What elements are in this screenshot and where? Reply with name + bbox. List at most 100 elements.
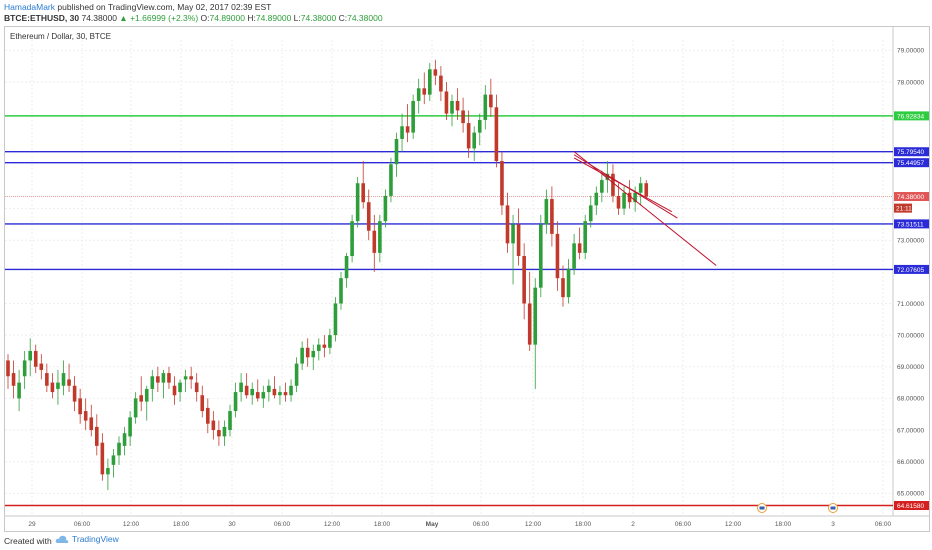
candle-body: [583, 221, 587, 253]
x-tick-label: 29: [28, 521, 36, 528]
candle-body: [139, 395, 143, 402]
candle-body: [600, 180, 604, 193]
candle-body: [389, 164, 393, 196]
candle-body: [311, 350, 316, 358]
candle-body: [117, 442, 121, 456]
publish-info: HamadaMark published on TradingView.com,…: [4, 2, 271, 12]
x-tick-label: 12:00: [123, 521, 140, 528]
candle-body: [328, 335, 332, 348]
y-tick-label: 73.00000: [897, 237, 924, 244]
x-tick-label: May: [426, 521, 439, 528]
tradingview-brand[interactable]: TradingView: [55, 534, 119, 544]
candle-body: [322, 344, 327, 348]
event-flag-icon: [830, 506, 836, 510]
y-tick-label: 66.00000: [897, 459, 924, 466]
candle-body: [22, 360, 27, 377]
candle-body: [267, 385, 271, 393]
candle-body: [200, 395, 205, 412]
low-label: L:: [293, 13, 301, 23]
candle-body: [433, 69, 438, 76]
candle-body: [300, 347, 304, 364]
candle-body: [78, 398, 82, 415]
candle-body: [477, 119, 482, 133]
bar-timer-tag: [894, 203, 912, 213]
open-value: 74.89000: [209, 13, 245, 23]
footer: Created with TradingView: [0, 532, 932, 550]
x-tick-label: 06:00: [274, 521, 291, 528]
low-value: 74.38000: [300, 13, 337, 23]
candle-body: [555, 233, 560, 279]
candle-body: [100, 442, 105, 475]
candle-body: [244, 385, 249, 396]
candle-body: [544, 199, 549, 225]
candle-body: [45, 373, 49, 386]
level-price-tag: [894, 147, 929, 157]
candle-body: [572, 243, 576, 269]
candle-body: [72, 385, 77, 402]
candle-body: [217, 430, 221, 437]
x-tick-label: 18:00: [173, 521, 190, 528]
candle-body: [400, 126, 404, 139]
x-tick-label: 12:00: [525, 521, 542, 528]
candle-body: [17, 382, 21, 399]
candle-body: [250, 388, 254, 396]
level-price-label: 64.61580: [897, 503, 924, 510]
up-arrow-icon: ▲: [119, 13, 128, 23]
author-link[interactable]: HamadaMark: [4, 2, 56, 12]
y-tick-label: 69.00000: [897, 364, 924, 371]
trend-line[interactable]: [573, 157, 673, 213]
x-tick-label: 2: [631, 521, 635, 528]
high-value: 74.89000: [255, 13, 292, 23]
candle-body: [516, 224, 521, 257]
candle-body: [561, 278, 565, 298]
candle-body: [339, 278, 343, 304]
x-tick-label: 18:00: [775, 521, 792, 528]
candle-body: [333, 303, 338, 336]
candle-body: [95, 426, 99, 446]
candle-body: [261, 392, 266, 399]
candle-body: [428, 69, 432, 95]
symbol-info: BTCE:ETHUSD, 30 74.38000 ▲ +1.66999 (+2.…: [4, 13, 383, 23]
candle-body: [539, 224, 543, 288]
candle-body: [550, 199, 554, 234]
candle-body: [527, 303, 532, 345]
close-label: C:: [338, 13, 348, 23]
candle-body: [211, 420, 216, 431]
candle-body: [83, 411, 88, 421]
candle-body: [178, 382, 182, 393]
chart-frame[interactable]: [4, 26, 930, 532]
candle-body: [228, 411, 232, 431]
level-price-label: 75.79540: [897, 149, 924, 156]
y-tick-label: 65.00000: [897, 491, 924, 498]
candle-body: [89, 417, 94, 431]
candle-body: [11, 373, 16, 386]
level-price-label: 76.92834: [897, 113, 924, 120]
candlestick-chart[interactable]: 79.00000 78.00000 76.92834 75.79540 75.44957…: [0, 0, 932, 532]
candle-body: [33, 350, 38, 367]
candle-body: [6, 360, 10, 377]
x-tick-label: 12:00: [324, 521, 341, 528]
x-tick-label: 30: [228, 521, 236, 528]
x-tick-label: 12:00: [725, 521, 742, 528]
candle-body: [411, 100, 415, 133]
candle-body: [56, 382, 60, 389]
candle-body: [605, 173, 610, 181]
x-tick-label: 06:00: [875, 521, 892, 528]
candle-body: [489, 94, 493, 108]
y-tick-label: 67.00000: [897, 427, 924, 434]
candle-body: [494, 107, 499, 162]
x-tick-label: 06:00: [473, 521, 490, 528]
candle-body: [317, 344, 321, 351]
candle-body: [472, 132, 476, 149]
candle-body: [500, 161, 504, 206]
candle-body: [383, 195, 388, 222]
candle-body: [172, 385, 177, 396]
candle-body: [183, 376, 188, 380]
candle-body: [405, 126, 410, 133]
last-price-tag: [894, 192, 929, 202]
candle-body: [128, 417, 132, 437]
candle-body: [39, 363, 44, 370]
candle-body: [222, 426, 227, 437]
created-with-text: Created with: [4, 536, 52, 546]
candle-body: [627, 192, 632, 203]
